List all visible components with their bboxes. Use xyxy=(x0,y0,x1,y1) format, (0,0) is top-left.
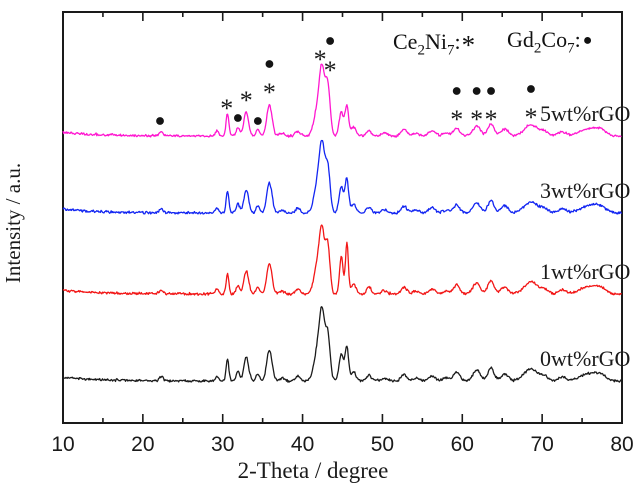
legend-ce2ni7-element2: Ni xyxy=(424,29,447,54)
xrd-curves xyxy=(62,63,623,383)
ce2ni7-asterisk-marker-8: * xyxy=(524,103,537,132)
gd2co7-dot-marker-2 xyxy=(253,117,262,125)
legend-ce2ni7-sub1: 2 xyxy=(417,42,425,59)
x-tick-label-30: 30 xyxy=(211,433,234,456)
legend-ce2ni7-sub2: 7 xyxy=(446,42,455,59)
legend-gd2co7-sub2: 7 xyxy=(567,40,575,57)
x-tick-label-40: 40 xyxy=(291,433,314,456)
series-label-1wt-rgo: 1wt%rGO xyxy=(540,259,631,284)
axis-ticks xyxy=(62,13,623,422)
ce2ni7-asterisk-marker-0: * xyxy=(220,94,233,123)
asterisk-marker-icon: * xyxy=(461,30,476,60)
ce2ni7-asterisk-marker-3: * xyxy=(314,45,327,74)
ce2ni7-asterisk-marker-6: * xyxy=(470,105,483,134)
legend-ce2ni7-colon: : xyxy=(454,29,461,54)
gd2co7-dot-marker-0 xyxy=(156,117,164,125)
curve-3wtpct-rGO xyxy=(62,139,623,215)
legend-gd2co7: Gd2Co7: ● xyxy=(507,27,592,56)
gd2co7-dot-marker-1 xyxy=(233,114,242,122)
ce2ni7-asterisk-marker-5: * xyxy=(450,105,463,134)
x-tick-label-80: 80 xyxy=(610,433,633,456)
x-tick-label-10: 10 xyxy=(51,433,74,456)
y-axis-title: Intensity / a.u. xyxy=(1,163,25,283)
plot-border xyxy=(62,11,623,424)
dot-marker-icon: ● xyxy=(582,32,593,49)
legend-ce2ni7: Ce2Ni7:* xyxy=(393,27,475,59)
legend-gd2co7-element1: Gd xyxy=(507,27,534,52)
gd2co7-dot-marker-8 xyxy=(527,85,535,93)
x-tick-label-50: 50 xyxy=(371,433,394,456)
ce2ni7-asterisk-marker-7: * xyxy=(485,105,498,134)
series-label-3wt-rgo: 3wt%rGO xyxy=(540,178,631,203)
legend-gd2co7-sub1: 2 xyxy=(533,40,542,57)
curve-5wtpct-rGO xyxy=(62,63,622,138)
legend-gd2co7-element2: Co xyxy=(541,27,568,52)
x-tick-label-70: 70 xyxy=(530,433,553,456)
gd2co7-dot-marker-6 xyxy=(472,87,481,95)
gd2co7-dot-marker-7 xyxy=(487,87,495,95)
legend-gd2co7-colon: : xyxy=(574,27,581,52)
x-tick-label-20: 20 xyxy=(131,433,154,456)
gd2co7-dot-marker-5 xyxy=(452,87,461,95)
curve-0wtpct-rGO xyxy=(62,306,622,383)
phase-peak-markers: * * **** * * * xyxy=(156,37,537,134)
series-label-5wt-rgo: 5wt%rGO xyxy=(540,101,631,126)
legend-ce2ni7-element1: Ce xyxy=(393,29,418,54)
curve-1wtpct-rGO xyxy=(62,224,622,296)
x-tick-label-60: 60 xyxy=(451,433,474,456)
ce2ni7-asterisk-marker-2: * xyxy=(263,78,276,107)
series-label-0wt-rgo: 0wt%rGO xyxy=(540,346,631,371)
x-tick-labels: 10 20 30 40 50 60 70 80 xyxy=(51,433,633,456)
gd2co7-dot-marker-4 xyxy=(326,37,335,45)
gd2co7-dot-marker-3 xyxy=(265,60,274,68)
ce2ni7-asterisk-marker-1: * xyxy=(240,86,253,115)
ce2ni7-asterisk-marker-4: * xyxy=(324,56,337,85)
x-axis-title: 2-Theta / degree xyxy=(238,458,389,483)
